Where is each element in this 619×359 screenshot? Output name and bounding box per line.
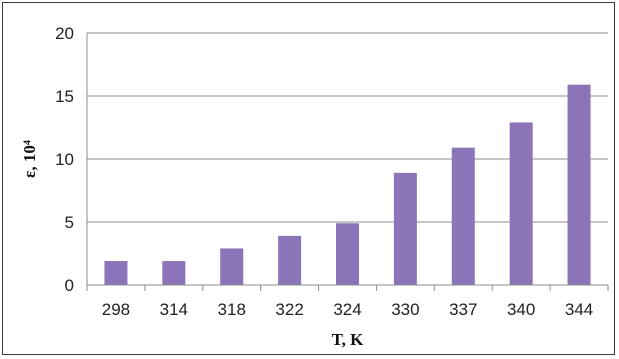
x-tick-label: 314 — [160, 300, 188, 319]
y-tick-label: 5 — [65, 213, 74, 232]
x-tick-label: 344 — [565, 300, 593, 319]
x-axis-title: T, K — [332, 330, 365, 349]
bar-318 — [220, 248, 244, 285]
x-tick-label: 322 — [275, 300, 303, 319]
axes — [86, 33, 608, 286]
y-tick-label: 15 — [55, 87, 74, 106]
x-tick-label: 324 — [333, 300, 361, 319]
bar-324 — [336, 223, 359, 285]
x-tick-label: 318 — [218, 300, 246, 319]
x-tick-label: 330 — [391, 300, 419, 319]
x-tick-label: 340 — [507, 300, 535, 319]
bar-340 — [509, 122, 533, 286]
y-tick-labels: 0 5 10 15 20 — [55, 24, 74, 295]
y-axis-title: ε, 10⁴ — [20, 140, 39, 178]
bar-322 — [278, 235, 302, 285]
bar-314 — [162, 261, 186, 285]
x-tick-labels: 298 314 318 322 324 330 337 340 344 — [86, 285, 609, 319]
y-tick-label: 10 — [55, 150, 74, 169]
bar-330 — [393, 172, 417, 285]
bar-344 — [567, 84, 591, 285]
bar-298 — [104, 261, 128, 285]
bar-337 — [451, 147, 475, 285]
y-tick-label: 20 — [55, 24, 74, 43]
y-tick-label: 0 — [65, 276, 74, 295]
bars — [104, 84, 591, 286]
x-tick-label: 337 — [449, 300, 477, 319]
x-tick-label: 298 — [102, 300, 130, 319]
